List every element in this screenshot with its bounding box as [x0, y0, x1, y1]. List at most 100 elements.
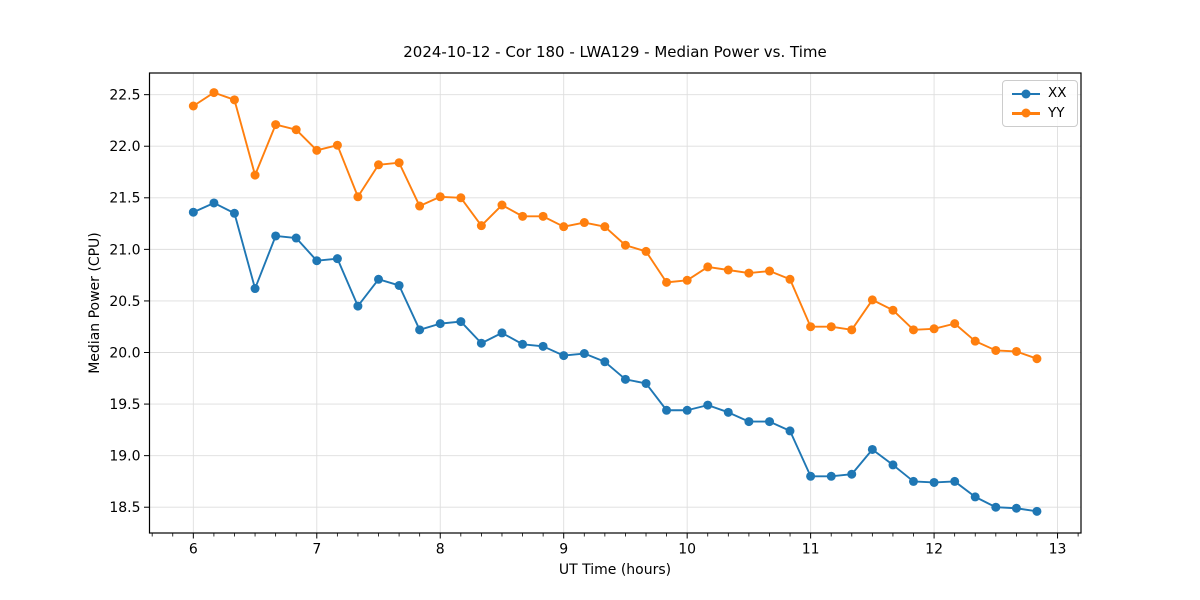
x-tick-label: 13 — [1049, 542, 1067, 558]
legend-marker-icon — [1021, 89, 1031, 99]
data-point — [415, 325, 425, 335]
data-point — [991, 502, 1001, 512]
x-tick-label: 12 — [925, 542, 943, 558]
data-point — [600, 357, 610, 367]
data-point — [559, 351, 569, 361]
data-point — [394, 280, 404, 290]
y-tick-label: 22.5 — [109, 88, 140, 104]
data-point — [785, 426, 795, 436]
data-point — [538, 341, 548, 351]
x-tick-label: 9 — [559, 542, 568, 558]
x-minor-ticks — [151, 533, 1079, 537]
data-point — [867, 444, 877, 454]
data-point — [518, 339, 528, 349]
data-point — [209, 88, 219, 98]
series-line — [192, 91, 1038, 360]
data-point — [662, 277, 672, 287]
data-point — [970, 336, 980, 346]
data-point — [476, 338, 486, 348]
data-point — [620, 374, 630, 384]
data-point — [662, 405, 672, 415]
data-point — [826, 471, 836, 481]
data-point — [312, 145, 322, 155]
data-point — [188, 101, 198, 111]
data-point — [1011, 346, 1021, 356]
data-point — [291, 233, 301, 243]
data-point — [806, 322, 816, 332]
data-point — [888, 460, 898, 470]
data-point — [908, 325, 918, 335]
legend-item-xx: XX — [1012, 84, 1071, 104]
data-point — [332, 140, 342, 150]
data-point — [271, 231, 281, 241]
legend: XX YY — [1002, 80, 1078, 127]
data-point — [703, 400, 713, 410]
data-point — [538, 211, 548, 221]
x-tick-label: 11 — [802, 542, 820, 558]
data-point — [456, 317, 466, 327]
y-tick-label: 21.5 — [109, 191, 140, 207]
data-point — [1011, 503, 1021, 513]
data-point — [888, 305, 898, 315]
data-point — [991, 345, 1001, 355]
legend-label-yy: YY — [1048, 104, 1065, 121]
data-point — [312, 256, 322, 266]
y-tick-label: 18.5 — [109, 500, 140, 516]
data-point — [703, 262, 713, 272]
data-point — [826, 322, 836, 332]
grid — [149, 73, 1081, 533]
data-point — [518, 211, 528, 221]
y-ticks: 18.5 19.0 19.5 20.0 20.5 21.0 21.5 22.0 22.5 — [109, 88, 150, 516]
data-point — [1032, 354, 1042, 364]
data-point — [641, 378, 651, 388]
y-tick-label: 19.5 — [109, 397, 140, 413]
data-point — [929, 324, 939, 334]
chart-title: 2024-10-12 - Cor 180 - LWA129 - Median P… — [403, 43, 827, 61]
x-axis-label: UT Time (hours) — [558, 562, 672, 578]
data-point — [250, 170, 260, 180]
data-point — [950, 319, 960, 329]
plot-border — [148, 72, 1082, 534]
y-tick-label: 20.5 — [109, 294, 140, 310]
data-point — [867, 295, 877, 305]
data-point — [908, 476, 918, 486]
data-point — [744, 268, 754, 278]
data-point — [600, 222, 610, 232]
data-point — [435, 319, 445, 329]
y-axis-label: Median Power (CPU) — [87, 232, 103, 374]
data-point — [229, 95, 239, 105]
data-point — [723, 407, 733, 417]
legend-item-yy: YY — [1012, 104, 1071, 124]
legend-label-xx: XX — [1048, 85, 1067, 101]
y-tick-label: 19.0 — [109, 449, 140, 465]
legend-swatch-xx — [1012, 89, 1040, 99]
y-tick-label: 20.0 — [109, 345, 140, 361]
x-tick-label: 10 — [678, 542, 696, 558]
data-point — [559, 222, 569, 232]
data-point — [682, 275, 692, 285]
data-point — [353, 192, 363, 202]
data-point — [374, 160, 384, 170]
data-point — [723, 265, 733, 275]
data-point — [188, 207, 198, 217]
data-point — [579, 349, 589, 359]
data-point — [456, 193, 466, 203]
data-point — [1032, 506, 1042, 516]
data-point — [476, 221, 486, 231]
data-point — [497, 200, 507, 210]
data-point — [415, 201, 425, 211]
legend-marker-icon — [1021, 108, 1031, 118]
data-point — [847, 325, 857, 335]
data-point — [394, 158, 404, 168]
data-point — [332, 254, 342, 264]
y-tick-label: 22.0 — [109, 139, 140, 155]
data-point — [579, 218, 589, 228]
data-point — [847, 469, 857, 479]
x-ticks: 6 7 8 9 10 11 12 13 — [189, 533, 1067, 558]
y-tick-label: 21.0 — [109, 242, 140, 258]
data-point — [929, 477, 939, 487]
data-point — [353, 301, 363, 311]
x-tick-label: 7 — [312, 542, 321, 558]
series-xx — [188, 198, 1042, 516]
